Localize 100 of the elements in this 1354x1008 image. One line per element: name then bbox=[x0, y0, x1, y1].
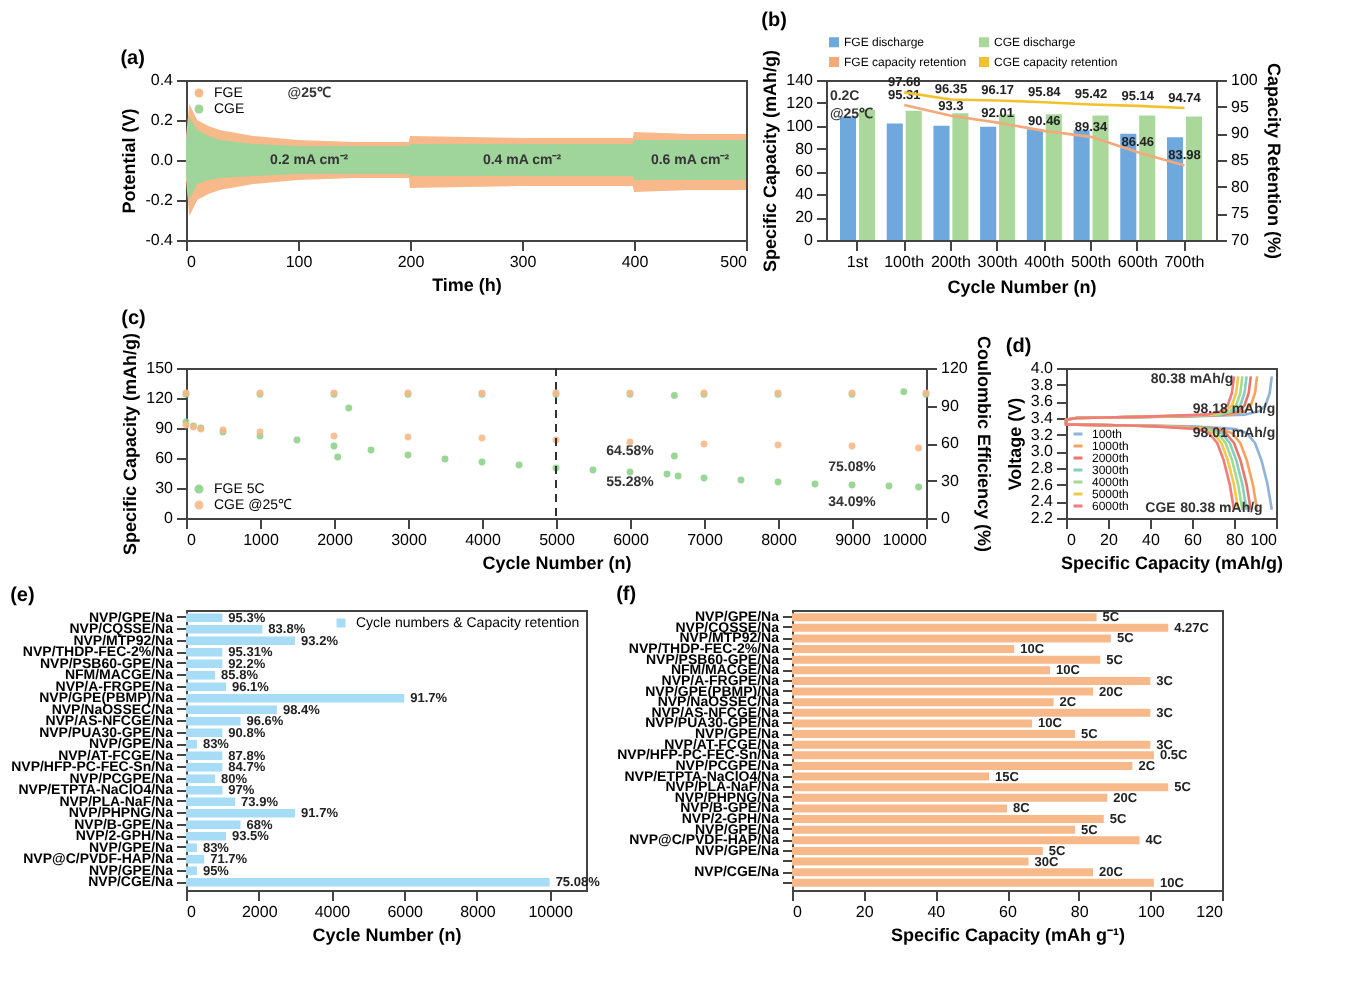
y-tick-label: 2.8 bbox=[1030, 459, 1055, 477]
text: (e) bbox=[10, 584, 35, 607]
x-tick-label: 9000 bbox=[835, 531, 872, 549]
x-tick-label: 0 bbox=[1067, 531, 1077, 549]
y-tick-label: 0.0 bbox=[150, 151, 175, 169]
y-tick-label: 40 bbox=[795, 185, 815, 204]
x-axis-title: Cycle Number (n) bbox=[312, 925, 462, 945]
x-tick-label: 60 bbox=[999, 903, 1018, 921]
y-tick-label: 0 bbox=[164, 509, 175, 527]
x-tick-label: 120 bbox=[1196, 903, 1225, 921]
y-axis-title: Specific Capacity (mAh/g) bbox=[120, 332, 141, 556]
chart-title: (a) bbox=[120, 48, 145, 70]
x-axis-title: Specific Capacity (mAh g⁻¹) bbox=[890, 925, 1126, 945]
y2-tick-label: 90 bbox=[941, 396, 960, 415]
y-tick-label: 140 bbox=[786, 71, 815, 89]
x-tick-label: 200th bbox=[930, 253, 971, 271]
x-tick-label: 100 bbox=[285, 253, 314, 271]
y-tick-label: 90 bbox=[155, 419, 175, 437]
x-tick-label: 2000 bbox=[241, 903, 279, 921]
x-tick-label: 100 bbox=[1250, 531, 1279, 549]
x-axis-title: Cycle Number (n) bbox=[947, 277, 1097, 297]
y-tick-label: 120 bbox=[786, 93, 815, 112]
y-tick-label: 2.6 bbox=[1030, 475, 1055, 494]
y2-axis-title: Capacity Retention (%) bbox=[1263, 62, 1284, 260]
x-tick-label: 60 bbox=[1184, 531, 1203, 549]
x-tick-label: 40 bbox=[927, 903, 947, 921]
x-tick-label: 80 bbox=[1070, 903, 1090, 921]
y-tick-label: 2.2 bbox=[1030, 509, 1055, 527]
y-tick-label: 0.4 bbox=[150, 71, 175, 89]
y2-tick-label: 30 bbox=[941, 471, 960, 490]
x-tick-label: 4000 bbox=[465, 531, 502, 549]
y-tick-label: 100 bbox=[786, 116, 815, 135]
y-tick-label: 20 bbox=[795, 208, 815, 227]
y-tick-label: 3.0 bbox=[1030, 442, 1055, 461]
x-tick-label: 400 bbox=[621, 253, 650, 271]
x-tick-label: 6000 bbox=[387, 903, 425, 921]
y-tick-label: 3.2 bbox=[1030, 425, 1055, 444]
y2-tick-label: 90 bbox=[1231, 124, 1250, 143]
x-tick-label: 100 bbox=[1137, 903, 1166, 921]
y-tick-label: 2.4 bbox=[1030, 492, 1055, 511]
x-tick-label: 10000 bbox=[882, 531, 929, 549]
x-tick-label: 6000 bbox=[613, 531, 650, 549]
x-tick-label: 7000 bbox=[687, 531, 724, 549]
y-tick-label: 150 bbox=[146, 359, 175, 377]
y2-tick-label: 75 bbox=[1231, 204, 1250, 223]
x-tick-label: 700th bbox=[1164, 253, 1205, 271]
x-tick-label: 8000 bbox=[761, 531, 798, 549]
y-tick-label: 30 bbox=[155, 479, 175, 497]
x-tick-label: 100th bbox=[884, 253, 925, 271]
y-tick-label: 3.4 bbox=[1030, 409, 1055, 427]
x-tick-label: 500 bbox=[720, 253, 749, 271]
y-tick-label: 60 bbox=[155, 449, 175, 467]
y2-tick-label: 60 bbox=[941, 434, 960, 452]
text: (f) bbox=[616, 584, 637, 607]
x-tick-label: 0 bbox=[187, 253, 197, 271]
y2-tick-label: 95 bbox=[1231, 97, 1250, 116]
x-tick-label: 0 bbox=[187, 903, 197, 921]
x-tick-label: 8000 bbox=[460, 903, 497, 921]
y2-tick-label: 85 bbox=[1231, 151, 1250, 169]
chart-title: (d) bbox=[1005, 336, 1032, 358]
y2-tick-label: 120 bbox=[941, 359, 969, 377]
x-tick-label: 2000 bbox=[317, 531, 354, 549]
x-tick-label: 20 bbox=[1100, 531, 1119, 549]
x-tick-label: 40 bbox=[1142, 531, 1161, 549]
x-tick-label: 1000 bbox=[243, 531, 280, 549]
y-tick-label: -0.2 bbox=[145, 191, 175, 209]
y-axis-title: Potential (V) bbox=[119, 108, 140, 214]
x-axis-title: Cycle Number (n) bbox=[482, 553, 632, 573]
y2-tick-label: 70 bbox=[1231, 231, 1250, 249]
y2-axis-title: Coulombic Efficiency (%) bbox=[973, 335, 994, 553]
x-tick-label: 80 bbox=[1226, 531, 1245, 549]
y-tick-label: 3.6 bbox=[1030, 392, 1055, 411]
y-axis-title: Voltage (V) bbox=[1004, 397, 1025, 491]
x-tick-label: 10000 bbox=[528, 903, 574, 921]
x-tick-label: 400th bbox=[1024, 253, 1065, 271]
y-tick-label: 0 bbox=[804, 231, 815, 249]
x-tick-label: 300 bbox=[509, 253, 538, 271]
y-tick-label: 80 bbox=[795, 139, 815, 158]
x-axis-title: Time (h) bbox=[432, 275, 502, 295]
y-tick-label: 120 bbox=[146, 389, 175, 407]
chart-title: (b) bbox=[761, 10, 787, 32]
y2-tick-label: 80 bbox=[1231, 177, 1250, 196]
x-tick-label: 600th bbox=[1117, 253, 1158, 271]
x-tick-label: 5000 bbox=[539, 531, 576, 549]
y-tick-label: 4.0 bbox=[1030, 359, 1055, 377]
x-tick-label: 20 bbox=[855, 903, 875, 921]
x-axis-title: Specific Capacity (mAh/g) bbox=[1060, 553, 1284, 573]
x-tick-label: 500th bbox=[1071, 253, 1112, 271]
y2-tick-label: 100 bbox=[1231, 71, 1259, 89]
y-axis-title: Specific Capacity (mAh/g) bbox=[760, 49, 781, 273]
y-tick-label: -0.4 bbox=[145, 231, 175, 249]
x-tick-label: 200 bbox=[397, 253, 426, 271]
x-tick-label: 4000 bbox=[314, 903, 352, 921]
y-tick-label: 0.2 bbox=[150, 111, 175, 129]
x-tick-label: 3000 bbox=[391, 531, 428, 549]
y-tick-label: 3.8 bbox=[1030, 375, 1055, 394]
y-tick-label: 60 bbox=[795, 162, 815, 181]
x-tick-label: 1st bbox=[846, 253, 870, 271]
x-tick-label: 300th bbox=[977, 253, 1018, 271]
y2-tick-label: 0 bbox=[941, 509, 951, 527]
